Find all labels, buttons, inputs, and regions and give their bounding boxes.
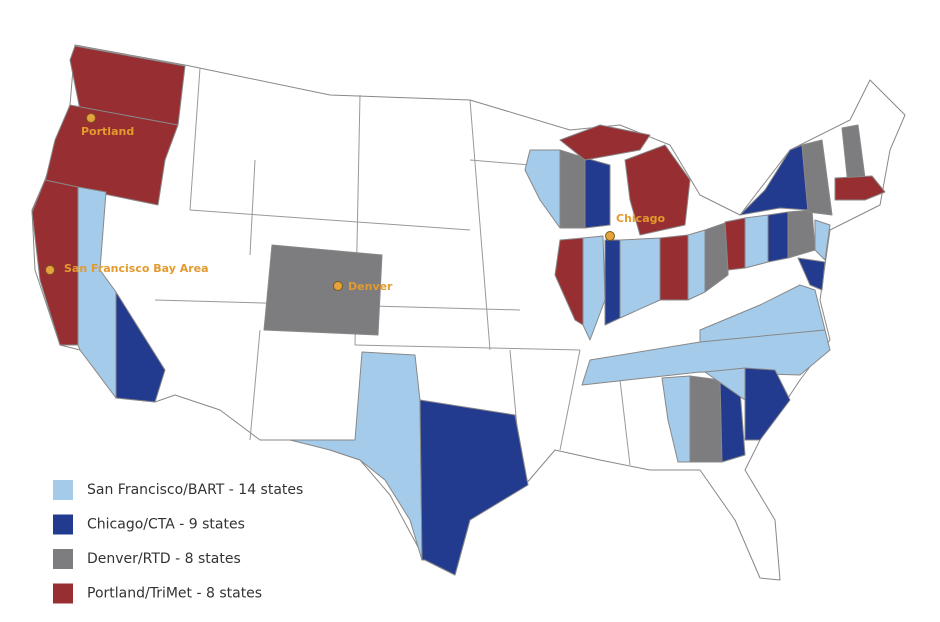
georgia-b: [689, 375, 723, 463]
texas-b: [419, 399, 529, 576]
legend-swatch: [53, 480, 73, 500]
pennsylvania-a: [724, 217, 746, 271]
city-label: Portland: [81, 125, 134, 138]
city-label: Chicago: [616, 212, 665, 225]
south-carolina-b: [744, 367, 791, 441]
legend-swatch: [53, 514, 73, 535]
city-dot: [45, 265, 55, 275]
legend-label: Chicago/CTA - 9 states: [87, 517, 245, 533]
michigan-upper: [559, 124, 651, 161]
michigan: [624, 144, 691, 236]
indiana-a: [604, 239, 621, 326]
massachusetts: [834, 175, 886, 201]
legend-label: Portland/TriMet - 8 states: [87, 586, 262, 602]
new-york: [739, 144, 809, 216]
new-jersey: [814, 219, 831, 261]
states: [31, 44, 906, 581]
illinois-b: [582, 235, 606, 341]
legend: San Francisco/BART - 14 states Chicago/CT…: [53, 480, 303, 604]
illinois-a: [554, 237, 584, 326]
ohio-b: [687, 229, 706, 301]
legend-label: Denver/RTD - 8 states: [87, 551, 241, 567]
city-label: Denver: [348, 280, 393, 293]
legend-swatch: [53, 583, 73, 604]
cities: Portland San Francisco Bay Area Denver C…: [45, 113, 665, 293]
ohio-a: [659, 234, 689, 301]
pennsylvania-c: [767, 211, 789, 263]
california-c: [115, 291, 166, 403]
oregon: [44, 104, 179, 206]
legend-label: San Francisco/BART - 14 states: [87, 482, 303, 498]
wisconsin-a: [524, 149, 561, 229]
legend-swatch: [53, 549, 73, 569]
city-label: San Francisco Bay Area: [64, 262, 209, 275]
georgia-a: [661, 375, 691, 463]
texas-a: [289, 351, 423, 561]
city-dot: [605, 231, 615, 241]
vermont: [801, 139, 833, 216]
wisconsin-c: [584, 157, 611, 229]
colorado: [263, 244, 383, 336]
maryland: [797, 257, 826, 291]
ohio-c: [704, 221, 729, 293]
pennsylvania-b: [744, 214, 769, 269]
pennsylvania-d: [787, 209, 816, 259]
city-dot: [86, 113, 96, 123]
city-dot: [333, 281, 343, 291]
wisconsin-b: [559, 149, 586, 229]
